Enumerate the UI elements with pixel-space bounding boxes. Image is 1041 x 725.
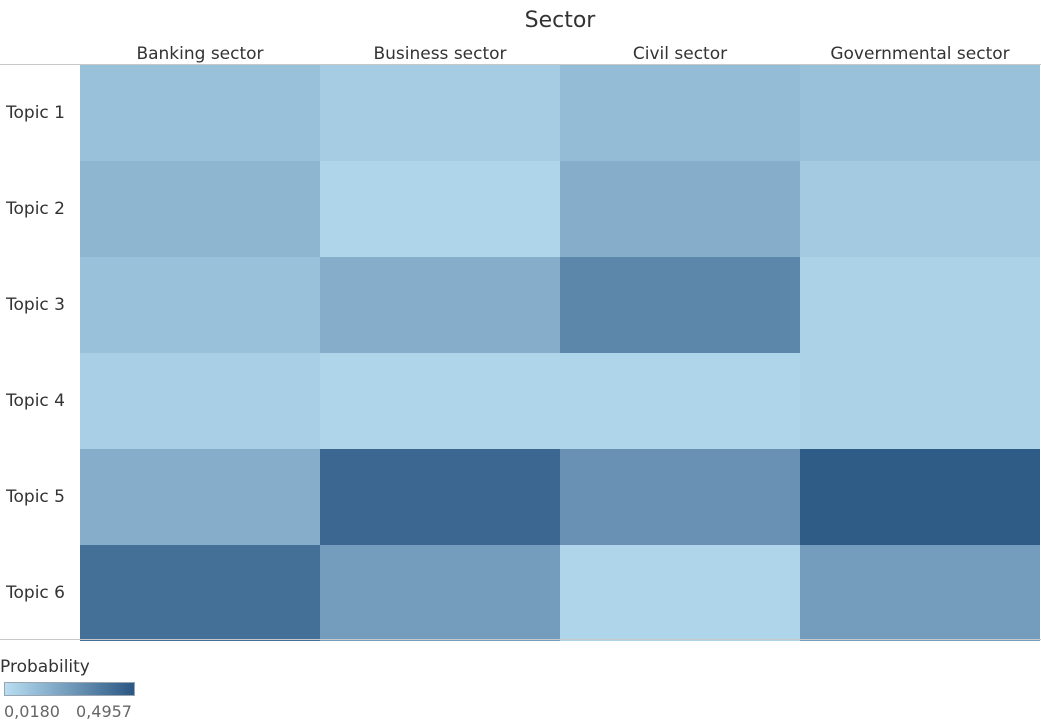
heatmap-cell-r2-c2: [320, 161, 560, 257]
heatmap-cell-r2-c1: [80, 161, 320, 257]
row-header-topic-4: Topic 4: [6, 391, 65, 411]
heatmap-cell-r6-c4: [800, 545, 1040, 641]
heatmap-cell-r6-c3: [560, 545, 800, 641]
column-header-banking: Banking sector: [136, 44, 264, 64]
header-divider: [0, 64, 1041, 65]
heatmap-cell-r3-c4: [800, 257, 1040, 353]
column-header-business: Business sector: [373, 44, 507, 64]
heatmap-cell-r6-c2: [320, 545, 560, 641]
row-header-topic-2: Topic 2: [6, 199, 65, 219]
column-header-civil: Civil sector: [632, 44, 728, 64]
heatmap-cell-r2-c3: [560, 161, 800, 257]
heatmap-cell-r4-c2: [320, 353, 560, 449]
column-header-governmental: Governmental sector: [830, 44, 1010, 64]
heatmap-cell-r3-c2: [320, 257, 560, 353]
row-header-topic-5: Topic 5: [6, 487, 65, 507]
heatmap-cell-r1-c2: [320, 65, 560, 161]
heatmap-cell-r3-c3: [560, 257, 800, 353]
heatmap-cell-r1-c1: [80, 65, 320, 161]
chart-title: Sector: [524, 8, 596, 33]
heatmap-cell-r5-c2: [320, 449, 560, 545]
bottom-divider: [0, 639, 1041, 640]
legend-title: Probability: [0, 657, 90, 677]
heatmap-cell-r5-c4: [800, 449, 1040, 545]
row-header-topic-3: Topic 3: [6, 295, 65, 315]
heatmap-cell-r1-c4: [800, 65, 1040, 161]
heatmap-cell-r4-c1: [80, 353, 320, 449]
legend-color-ramp: [4, 682, 135, 696]
row-header-topic-6: Topic 6: [6, 583, 65, 603]
heatmap-cell-r2-c4: [800, 161, 1040, 257]
heatmap-cell-r3-c1: [80, 257, 320, 353]
heatmap-cell-r5-c1: [80, 449, 320, 545]
legend-min-label: 0,0180: [4, 702, 60, 721]
row-header-topic-1: Topic 1: [6, 103, 65, 123]
heatmap-cell-r4-c4: [800, 353, 1040, 449]
heatmap-cell-r1-c3: [560, 65, 800, 161]
heatmap-cell-r4-c3: [560, 353, 800, 449]
legend-max-label: 0,4957: [76, 702, 132, 721]
heatmap-cell-r5-c3: [560, 449, 800, 545]
heatmap-cell-r6-c1: [80, 545, 320, 641]
